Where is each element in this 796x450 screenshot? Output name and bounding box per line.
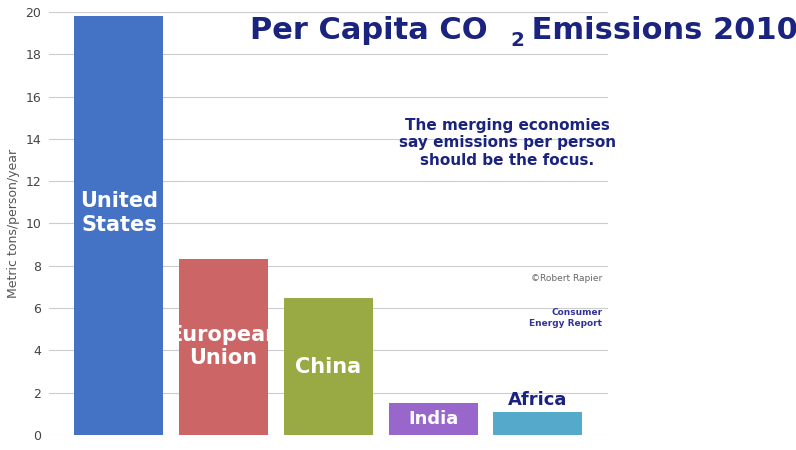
Bar [494,412,583,435]
Text: Africa: Africa [508,391,568,409]
Bar [74,16,163,435]
Text: China: China [295,357,361,378]
Text: 2: 2 [510,31,525,50]
Text: United
States: United States [80,191,158,234]
Text: European
Union: European Union [168,324,279,368]
Text: The merging economies
say emissions per person
should be the focus.: The merging economies say emissions per … [399,118,616,167]
Bar [284,297,373,435]
Text: Per Capita CO: Per Capita CO [250,16,488,45]
Y-axis label: Metric tons/person/year: Metric tons/person/year [7,149,20,298]
Bar [388,403,478,435]
Text: ©Robert Rapier: ©Robert Rapier [531,274,603,283]
Bar [179,260,268,435]
Text: Emissions 2010: Emissions 2010 [521,16,796,45]
Text: Consumer
Energy Report: Consumer Energy Report [529,308,603,328]
Text: India: India [408,410,458,428]
